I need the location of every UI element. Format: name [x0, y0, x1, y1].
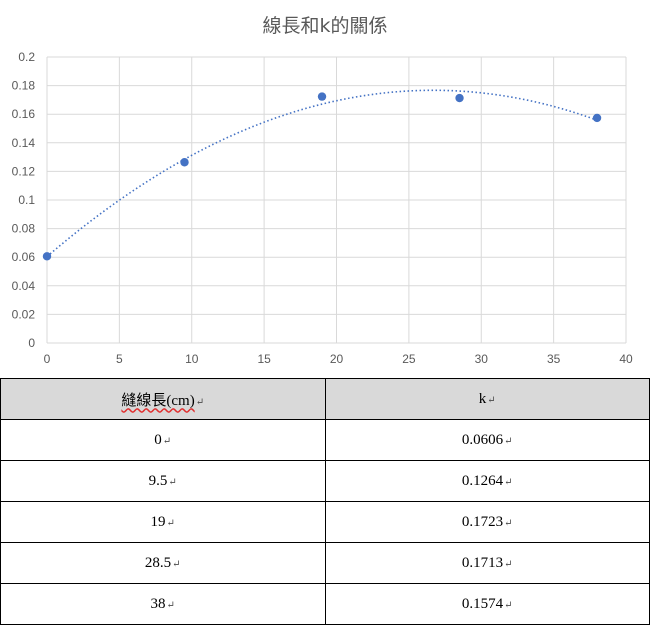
- chart-title: 線長和k的關係: [262, 15, 387, 37]
- header-seam-length: 縫線長(cm)↵: [0, 378, 326, 420]
- table-cell-length: 9.5↵: [0, 460, 326, 502]
- cell-end-mark: ↵: [504, 517, 513, 529]
- data-point: [455, 93, 464, 103]
- data-point: [592, 113, 602, 123]
- cell-end-mark: ↵: [504, 599, 513, 611]
- cell-text: 0.1723: [461, 513, 504, 530]
- y-tick-label: 0.04: [12, 279, 36, 293]
- y-tick-label: 0.2: [18, 50, 35, 64]
- cell-text: 38: [150, 595, 166, 612]
- table-row: 19↵ 0.1723↵: [0, 501, 650, 543]
- y-tick-label: 0.1: [18, 193, 35, 207]
- x-tick-label: 0: [44, 352, 51, 366]
- x-tick-label: 25: [402, 352, 416, 366]
- grid-lines: [46, 56, 627, 344]
- table-row: 0↵ 0.0606↵: [0, 419, 650, 461]
- chart-area: 線長和k的關係 0 0.02 0.04 0.06 0.08 0.1 0.12 0.14 0.16…: [12, 15, 633, 366]
- y-tick-label: 0: [28, 336, 35, 350]
- scatter-chart: 線長和k的關係 0 0.02 0.04 0.06 0.08 0.1 0.12 0.14 0.16…: [12, 15, 633, 366]
- y-tick-label: 0.08: [12, 222, 36, 236]
- y-tick-label: 0.16: [12, 107, 36, 121]
- cell-end-mark: ↵: [172, 558, 181, 570]
- cell-text: 9.5: [148, 472, 168, 489]
- table-cell-k: 0.1723↵: [324, 501, 650, 543]
- cell-text: 0: [154, 431, 162, 448]
- table-cell-length: 38↵: [0, 583, 326, 625]
- table-row: 38↵ 0.1574↵: [0, 583, 650, 625]
- table-cell-length: 28.5↵: [0, 542, 326, 584]
- table-row: 9.5↵ 0.1264↵: [0, 460, 650, 502]
- y-tick-label: 0.14: [12, 136, 36, 150]
- data-point: [180, 158, 189, 167]
- x-tick-label: 15: [257, 352, 271, 366]
- cell-end-mark: ↵: [487, 394, 496, 406]
- y-tick-label: 0.12: [12, 164, 36, 178]
- x-tick-label: 30: [475, 352, 489, 366]
- cell-text: 19: [150, 513, 166, 530]
- cell-text: 0.1713: [461, 554, 504, 571]
- table-cell-length: 0↵: [0, 419, 326, 461]
- cell-end-mark: ↵: [195, 396, 205, 408]
- table-cell-k: 0.0606↵: [324, 419, 650, 461]
- y-tick-label: 0.18: [12, 79, 36, 93]
- y-tick-label: 0.06: [12, 250, 36, 264]
- table-row: 28.5↵ 0.1713↵: [0, 542, 650, 584]
- table-cell-k: 0.1574↵: [324, 583, 650, 625]
- cell-end-mark: ↵: [504, 476, 513, 488]
- table-cell-k: 0.1264↵: [324, 460, 650, 502]
- cell-end-mark: ↵: [166, 517, 175, 529]
- x-tick-label: 5: [116, 352, 123, 366]
- y-axis-ticks: 0 0.02 0.04 0.06 0.08 0.1 0.12 0.14 0.16 0.18 0.2: [12, 50, 36, 350]
- data-table: 縫線長(cm)↵ k↵ 0↵ 0.0606↵ 9.5↵ 0.1264↵ 19↵ …: [0, 378, 650, 625]
- x-tick-label: 40: [619, 352, 633, 366]
- cell-end-mark: ↵: [168, 476, 177, 488]
- data-points: [42, 92, 602, 261]
- x-tick-label: 20: [330, 352, 344, 366]
- header-k-text: k: [478, 390, 487, 407]
- y-tick-label: 0.02: [12, 307, 36, 321]
- cell-text: 28.5: [144, 554, 172, 571]
- cell-end-mark: ↵: [166, 599, 175, 611]
- cell-end-mark: ↵: [504, 435, 513, 447]
- data-point: [317, 92, 327, 101]
- x-tick-label: 10: [185, 352, 199, 366]
- table-header-row: 縫線長(cm)↵ k↵: [0, 378, 650, 420]
- x-axis-ticks: 0 5 10 15 20 25 30 35 40: [44, 352, 633, 366]
- data-point: [42, 252, 52, 261]
- cell-text: 0.1264: [461, 472, 504, 489]
- header-seam-length-text: 縫線長(cm): [121, 392, 195, 409]
- x-tick-label: 35: [547, 352, 561, 366]
- table-cell-k: 0.1713↵: [324, 542, 650, 584]
- cell-end-mark: ↵: [162, 435, 172, 447]
- header-k: k↵: [324, 378, 650, 420]
- table-cell-length: 19↵: [0, 501, 326, 543]
- cell-end-mark: ↵: [504, 558, 513, 570]
- cell-text: 0.1574: [461, 595, 504, 612]
- cell-text: 0.0606: [461, 431, 504, 448]
- trendline: [46, 89, 598, 258]
